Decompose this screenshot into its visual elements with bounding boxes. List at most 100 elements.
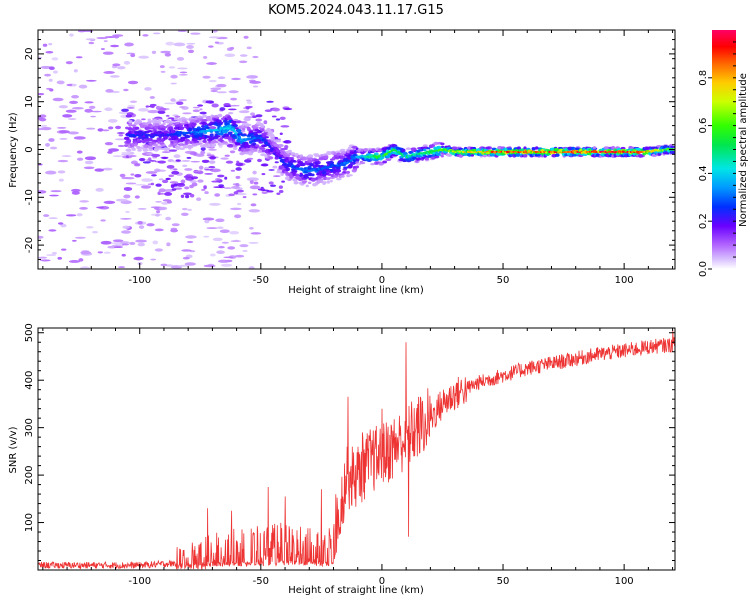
- spectrogram-cell: [217, 113, 223, 118]
- spectrogram-cell: [178, 98, 188, 102]
- spectrogram-cell: [259, 147, 266, 150]
- spectrogram-cell: [255, 118, 263, 122]
- spectrogram-cell: [180, 122, 186, 125]
- spectrogram-cell: [168, 126, 174, 130]
- spectrogram-cell: [279, 116, 286, 121]
- spectrogram-cell: [51, 251, 57, 255]
- spectrogram-cell: [121, 243, 130, 246]
- spectrogram-cell: [218, 245, 225, 249]
- spectrogram-cell: [218, 139, 223, 142]
- spectrogram-cell: [637, 153, 644, 158]
- spectrogram-cell: [164, 52, 172, 57]
- spectrogram-cell: [71, 83, 77, 87]
- spectrogram-cell: [145, 135, 149, 139]
- spectrogram-cell: [252, 193, 258, 196]
- spectrogram-cell: [157, 110, 166, 114]
- spectrogram-cell: [217, 174, 225, 178]
- spectrogram-cell: [102, 129, 110, 132]
- spectrogram-cell: [235, 167, 242, 171]
- spectrogram-cell: [334, 172, 340, 176]
- spectrogram-cell: [228, 111, 234, 115]
- spectrogram-cell: [255, 114, 263, 118]
- spectrogram-cell: [182, 256, 190, 260]
- spectrogram-cell: [85, 79, 97, 82]
- spectrogram-cell: [329, 161, 334, 164]
- spectrogram-cell: [268, 145, 272, 148]
- spectrogram-cell: [261, 173, 266, 176]
- spectrogram-cell: [227, 246, 236, 250]
- spectrogram-cell: [185, 235, 197, 239]
- spectrogram-cell: [180, 138, 186, 142]
- spectrogram-cell: [154, 123, 160, 127]
- spectrogram-cell: [57, 159, 69, 163]
- spectrogram-cell: [158, 178, 164, 181]
- spectrogram-cell: [260, 125, 265, 129]
- spectrogram-cell: [187, 49, 194, 54]
- spectrogram-cell: [137, 242, 145, 247]
- spectrogram-cell: [253, 181, 259, 185]
- spectrogram-cell: [355, 157, 360, 162]
- spectrogram-cell: [222, 141, 228, 144]
- spectrogram-cell: [307, 165, 312, 169]
- spectrogram-cell: [249, 130, 253, 133]
- spectrogram-cell: [426, 147, 431, 150]
- spectrogram-cell: [58, 178, 64, 182]
- spectrogram-cell: [187, 144, 193, 148]
- spectrogram-cell: [104, 36, 117, 38]
- colorbar-gradient: [712, 30, 736, 269]
- spectrogram-cell: [603, 146, 610, 150]
- spectrogram-cell: [197, 142, 203, 145]
- spectrogram-cell: [208, 160, 216, 164]
- spectrogram-cell: [236, 141, 240, 145]
- spectrogram-cell: [352, 153, 358, 157]
- spectrogram-cell: [145, 171, 158, 174]
- spectrogram-cell: [253, 148, 258, 152]
- spectrogram-cell: [200, 150, 206, 155]
- spectrogram-cell: [303, 176, 310, 179]
- spectrogram-cell: [240, 134, 247, 137]
- spectrogram-cell: [386, 147, 392, 150]
- spectrogram-cell: [341, 150, 347, 154]
- spectrogram-cell: [186, 156, 192, 159]
- spectrogram-cell: [130, 53, 136, 58]
- spectrogram-cell: [155, 200, 162, 203]
- spectrogram-cell: [261, 189, 270, 192]
- spectrogram-cell: [305, 184, 309, 188]
- spectrogram-cell: [410, 147, 417, 151]
- spectrogram-cell: [208, 45, 214, 48]
- spectrogram-cell: [161, 156, 169, 160]
- spectrogram-cell: [363, 148, 369, 152]
- spectrogram-cell: [229, 46, 235, 50]
- snr-series-line: [38, 330, 675, 570]
- spectrogram-cell: [119, 173, 126, 178]
- spectrogram-cell: [313, 158, 320, 162]
- spectrogram-cell: [61, 155, 72, 157]
- spectrogram-cell: [112, 155, 123, 157]
- spectrogram-cell: [168, 174, 175, 178]
- spectrogram-cell: [161, 151, 171, 154]
- spectrogram-cell: [173, 154, 181, 159]
- spectrogram-cell: [405, 147, 411, 150]
- spectrogram-cell: [279, 132, 283, 136]
- spectrogram-cell: [83, 30, 94, 33]
- spectrogram-cell: [126, 107, 135, 109]
- spectrogram-cell: [155, 183, 162, 187]
- spectrogram-cell: [51, 57, 59, 61]
- spectrogram-cell: [127, 80, 139, 85]
- spectrogram-cell: [117, 144, 125, 148]
- spectrogram-cell: [224, 154, 230, 157]
- spectrogram-cell: [423, 148, 427, 152]
- spectrogram-cell: [79, 200, 89, 203]
- spectrogram-cell: [239, 54, 248, 57]
- spectrogram-cell: [84, 108, 93, 113]
- spectrogram-xlabel: Height of straight line (km): [288, 285, 424, 296]
- snr-frame: [37, 327, 676, 571]
- snr-xlabel: Height of straight line (km): [288, 585, 424, 596]
- spectrogram-cell: [245, 99, 252, 102]
- spectrogram-cell: [163, 135, 168, 139]
- spectrogram-cell: [170, 227, 178, 231]
- spectrogram-cell: [339, 148, 346, 152]
- spectrogram-cell: [319, 179, 324, 184]
- spectrogram-cell: [285, 167, 290, 172]
- spectrogram-cell: [148, 137, 153, 142]
